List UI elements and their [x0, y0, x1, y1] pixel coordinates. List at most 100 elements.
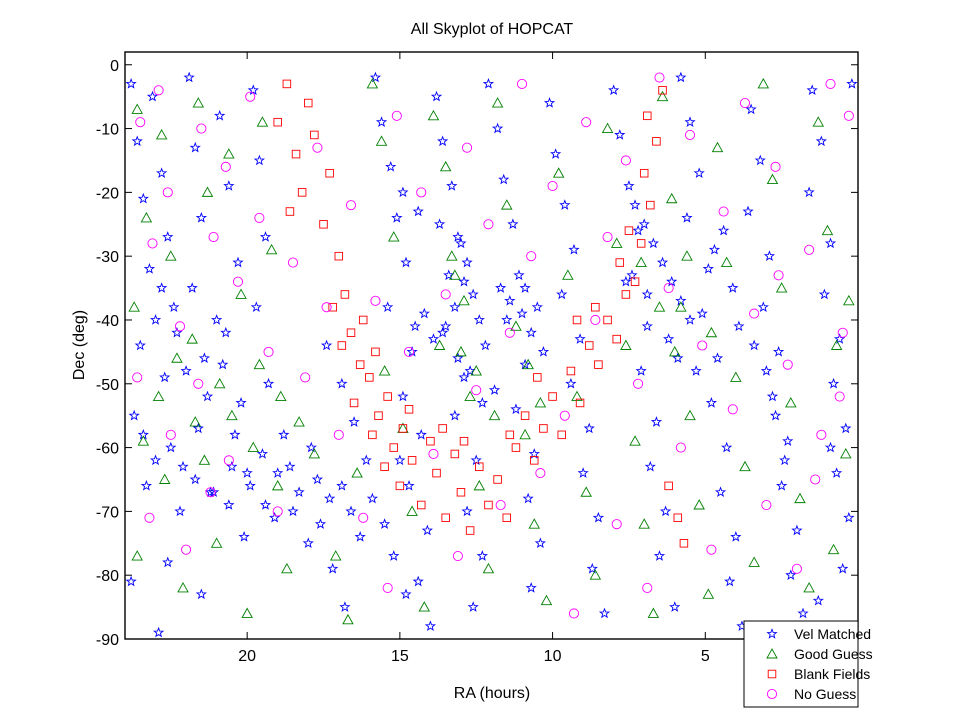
- data-point: [830, 339, 843, 350]
- data-point: [530, 456, 539, 465]
- data-point: [504, 294, 516, 306]
- data-point: [610, 237, 623, 248]
- data-point: [162, 556, 174, 568]
- data-point: [223, 499, 235, 510]
- data-point: [775, 282, 788, 293]
- data-point: [285, 207, 295, 216]
- data-point: [253, 154, 265, 166]
- series-circle: [132, 72, 854, 619]
- data-point: [571, 390, 583, 401]
- data-point: [245, 91, 256, 102]
- data-point: [663, 283, 674, 294]
- data-point: [727, 404, 738, 415]
- data-point: [271, 479, 284, 491]
- data-point: [430, 90, 443, 102]
- data-point: [262, 377, 275, 389]
- data-point: [137, 192, 149, 204]
- data-point: [273, 117, 282, 127]
- data-point: [174, 321, 186, 332]
- legend-box: [743, 620, 859, 708]
- data-point: [204, 486, 217, 498]
- data-point: [461, 256, 473, 268]
- data-point: [308, 448, 321, 459]
- data-point: [791, 524, 803, 536]
- data-point: [274, 390, 287, 401]
- data-point: [584, 341, 594, 350]
- x-axis: 20 15 10 5: [238, 52, 710, 665]
- data-point: [706, 544, 717, 555]
- data-point: [302, 537, 314, 549]
- legend-item: Good Guess: [766, 646, 873, 662]
- data-point: [803, 582, 815, 593]
- data-point: [156, 282, 168, 293]
- data-point: [630, 277, 640, 286]
- data-point: [658, 86, 667, 95]
- data-point: [297, 188, 307, 197]
- data-point: [186, 282, 198, 293]
- data-point: [456, 488, 466, 497]
- data-point: [467, 288, 479, 300]
- data-point: [769, 409, 782, 421]
- data-point: [470, 454, 482, 466]
- data-point: [791, 563, 802, 574]
- y-axis: 0 -10 -20 -30 -40 -50 -60 -70 -80 -90: [96, 58, 858, 649]
- data-point: [327, 562, 339, 574]
- data-point: [482, 562, 495, 574]
- data-point: [526, 251, 537, 262]
- data-point: [818, 288, 831, 300]
- data-point: [220, 161, 231, 172]
- data-point: [754, 154, 766, 166]
- data-point: [366, 492, 378, 504]
- data-point: [475, 462, 484, 471]
- data-point: [672, 352, 684, 364]
- data-point: [140, 211, 153, 223]
- data-point: [739, 97, 751, 109]
- data-point: [825, 78, 836, 89]
- data-point: [416, 187, 427, 198]
- data-point: [586, 562, 598, 574]
- data-point: [452, 231, 464, 242]
- series-square: [273, 79, 689, 548]
- data-point: [449, 301, 461, 312]
- data-point: [214, 109, 226, 121]
- data-point: [803, 186, 815, 198]
- data-point: [498, 173, 510, 185]
- data-point: [177, 460, 189, 472]
- data-point: [639, 168, 649, 178]
- data-point: [675, 71, 687, 83]
- data-point: [620, 275, 632, 287]
- data-point: [501, 199, 513, 210]
- data-point: [446, 180, 458, 191]
- data-point: [458, 294, 470, 306]
- data-point: [525, 582, 537, 593]
- data-point: [417, 500, 426, 510]
- legend: Vel Matched Good Guess Blank Fields No Gues…: [743, 620, 873, 708]
- data-point: [766, 173, 779, 185]
- data-point: [638, 518, 650, 529]
- data-point: [441, 513, 450, 523]
- data-point: [337, 341, 347, 350]
- data-point: [488, 409, 501, 421]
- data-point: [491, 97, 504, 108]
- data-point: [824, 237, 837, 249]
- data-point: [455, 237, 467, 249]
- data-point: [502, 513, 512, 523]
- data-point: [598, 607, 611, 619]
- data-point: [250, 301, 262, 312]
- data-point: [391, 110, 402, 121]
- data-point: [440, 320, 452, 332]
- data-point: [397, 186, 409, 198]
- data-point: [730, 531, 742, 542]
- data-point: [533, 373, 542, 382]
- data-point: [162, 231, 174, 242]
- legend-marker: [766, 648, 778, 659]
- data-point: [635, 256, 647, 268]
- data-point: [519, 282, 531, 293]
- data-point: [572, 315, 582, 325]
- data-point: [681, 250, 693, 261]
- data-point: [153, 85, 164, 96]
- data-point: [440, 289, 451, 300]
- data-point: [196, 123, 207, 134]
- data-point: [611, 519, 622, 530]
- data-point: [144, 512, 155, 523]
